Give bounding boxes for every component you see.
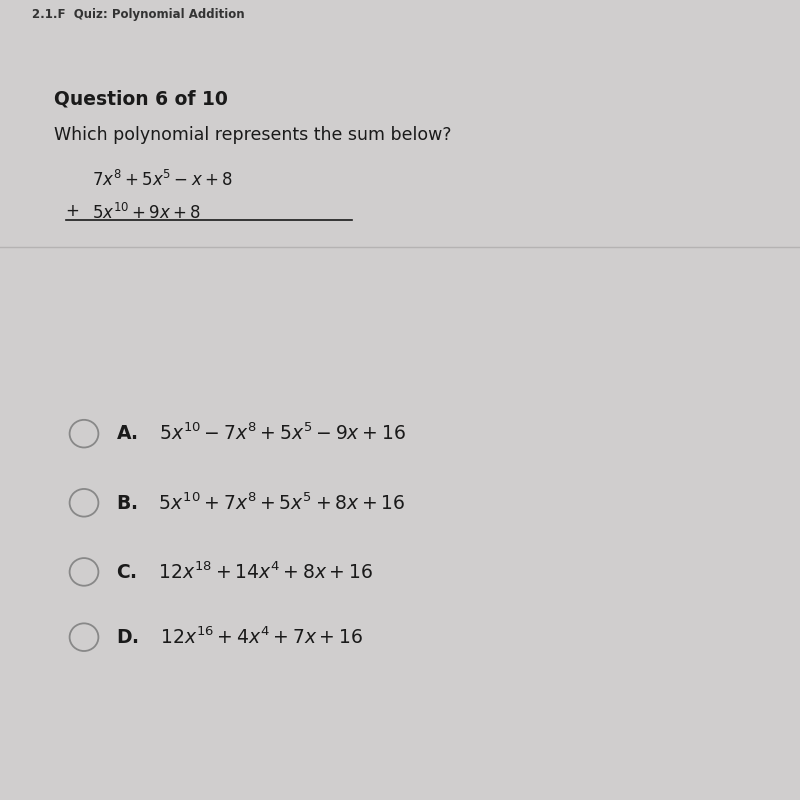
Text: $\mathbf{D.}$   $12x^{16} + 4x^4 + 7x + 16$: $\mathbf{D.}$ $12x^{16} + 4x^4 + 7x + 16…: [116, 626, 363, 648]
Text: +: +: [66, 202, 79, 221]
Text: Which polynomial represents the sum below?: Which polynomial represents the sum belo…: [54, 126, 452, 144]
Text: $\mathbf{B.}$   $5x^{10} + 7x^8 + 5x^5 + 8x + 16$: $\mathbf{B.}$ $5x^{10} + 7x^8 + 5x^5 + 8…: [116, 492, 406, 514]
Text: $7x^8 +5x^5 - x +8$: $7x^8 +5x^5 - x +8$: [92, 170, 233, 190]
Text: 2.1.F  Quiz: Polynomial Addition: 2.1.F Quiz: Polynomial Addition: [32, 8, 245, 21]
Text: Question 6 of 10: Question 6 of 10: [54, 90, 228, 109]
Text: $5x^{10} +9x +8$: $5x^{10} +9x +8$: [92, 202, 201, 222]
Text: $\mathbf{A.}$   $5x^{10} - 7x^8 + 5x^5 - 9x + 16$: $\mathbf{A.}$ $5x^{10} - 7x^8 + 5x^5 - 9…: [116, 423, 406, 445]
Text: $\mathbf{C.}$   $12x^{18} + 14x^4 + 8x + 16$: $\mathbf{C.}$ $12x^{18} + 14x^4 + 8x + 1…: [116, 561, 373, 582]
